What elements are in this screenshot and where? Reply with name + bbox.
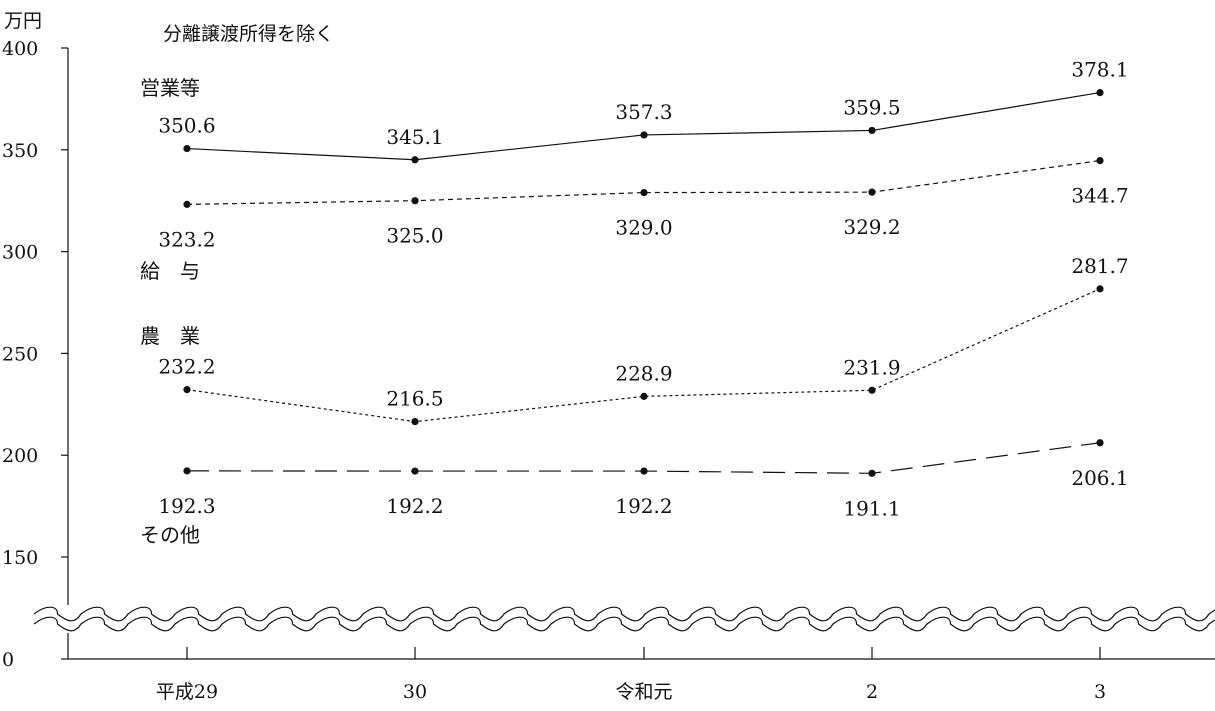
y-axis-unit-label: 万円	[4, 10, 42, 32]
data-label: 206.1	[1071, 466, 1128, 490]
data-point	[183, 467, 191, 475]
data-point	[640, 392, 648, 400]
data-label: 329.2	[843, 215, 900, 239]
data-point	[411, 418, 419, 426]
y-tick-label: 250	[2, 343, 38, 365]
data-point	[183, 386, 191, 394]
data-point	[868, 188, 876, 196]
series-group: 350.6 345.1 357.3 359.5 378.1 323.2 325.0 329.0…	[158, 58, 1128, 521]
chart-axes	[67, 48, 1215, 660]
data-point	[411, 197, 419, 205]
data-point	[640, 467, 648, 475]
data-point	[868, 126, 876, 135]
data-label: 378.1	[1071, 58, 1128, 82]
data-point	[411, 467, 419, 475]
x-tick-label: 3	[1094, 681, 1106, 703]
chart-text-group: 万円 分離譲渡所得を除く 営業等 給 与 農 業 その他	[4, 10, 334, 547]
data-point	[868, 386, 876, 394]
data-label: 325.0	[386, 224, 443, 248]
data-point	[1096, 439, 1104, 447]
data-point	[411, 156, 419, 164]
data-label: 345.1	[386, 125, 443, 149]
data-label: 281.7	[1071, 254, 1128, 278]
y-axis-ticks: 0 150 200 250 300 350 400	[2, 38, 68, 671]
data-point	[1096, 88, 1104, 97]
data-label: 192.3	[158, 494, 215, 518]
x-tick-label: 平成29	[156, 681, 218, 703]
data-label: 191.1	[843, 496, 900, 520]
y-tick-label: 200	[2, 445, 38, 467]
data-point	[1096, 285, 1104, 293]
data-label: 359.5	[843, 95, 900, 119]
x-tick-label: 30	[403, 681, 427, 703]
data-point	[1096, 156, 1104, 165]
series-name-2: 農 業	[140, 324, 200, 348]
data-point	[640, 188, 648, 197]
data-label: 350.6	[158, 114, 215, 138]
data-label: 232.2	[158, 355, 215, 379]
data-point	[183, 200, 191, 208]
y-tick-label: 350	[2, 140, 38, 162]
y-tick-label: 150	[2, 547, 38, 569]
axis-break-mask	[30, 605, 1215, 633]
axis-break-wave	[30, 605, 1215, 633]
data-label: 216.5	[386, 387, 443, 411]
data-point	[640, 131, 648, 139]
data-label: 192.2	[615, 494, 672, 518]
series-line-1	[186, 159, 1101, 205]
data-label: 231.9	[843, 355, 900, 379]
series-name-3: その他	[140, 523, 200, 547]
series-name-1: 給 与	[140, 259, 200, 283]
data-label: 357.3	[615, 100, 672, 124]
y-tick-label: 400	[2, 38, 38, 60]
data-point	[868, 469, 876, 477]
x-axis-ticks: 平成29 30 令和元 2 3	[156, 647, 1106, 703]
axis-break-line-lower	[33, 616, 1215, 632]
series-name-0: 営業等	[140, 76, 200, 100]
data-label: 323.2	[158, 227, 215, 251]
axis-break-line-upper	[33, 606, 1215, 622]
x-tick-label: 令和元	[615, 681, 672, 703]
y-tick-label: 0	[2, 649, 14, 671]
series-line-2	[186, 288, 1101, 423]
data-point	[183, 144, 191, 153]
data-label: 228.9	[615, 361, 672, 385]
data-label: 344.7	[1071, 184, 1128, 208]
data-label: 192.2	[386, 494, 443, 518]
x-tick-label: 2	[866, 681, 878, 703]
y-tick-label: 300	[2, 242, 38, 264]
data-label: 329.0	[615, 216, 672, 240]
chart-title: 分離譲渡所得を除く	[163, 23, 334, 45]
